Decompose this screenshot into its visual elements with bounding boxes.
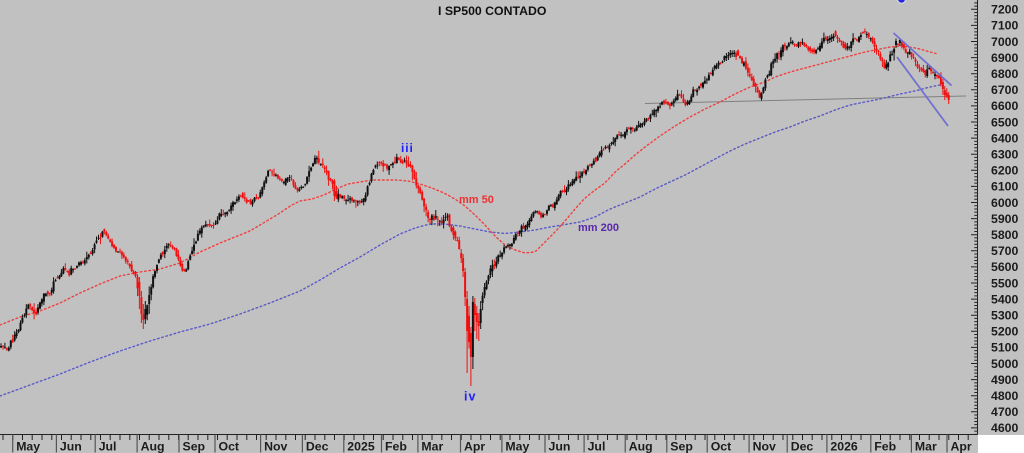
svg-text:5100: 5100 — [991, 341, 1019, 355]
svg-text:5800: 5800 — [991, 228, 1019, 242]
svg-text:5000: 5000 — [991, 357, 1019, 371]
svg-text:2025: 2025 — [347, 440, 375, 453]
svg-text:6100: 6100 — [991, 180, 1019, 194]
svg-text:iv: iv — [464, 390, 476, 404]
svg-text:Sep: Sep — [670, 440, 693, 453]
svg-text:May: May — [505, 440, 529, 453]
svg-text:Sep: Sep — [183, 440, 206, 453]
svg-text:7000: 7000 — [991, 35, 1019, 49]
svg-text:Oct: Oct — [219, 440, 240, 453]
svg-text:Jul: Jul — [99, 440, 117, 453]
svg-text:Jun: Jun — [549, 440, 571, 453]
svg-text:Oct: Oct — [711, 440, 732, 453]
svg-text:iii: iii — [401, 141, 414, 155]
svg-text:5700: 5700 — [991, 244, 1019, 258]
svg-text:mm 200: mm 200 — [578, 222, 619, 234]
svg-text:Apr: Apr — [951, 440, 972, 453]
svg-text:Jul: Jul — [588, 440, 606, 453]
svg-text:4900: 4900 — [991, 373, 1019, 387]
svg-text:7100: 7100 — [991, 19, 1019, 33]
svg-text:6200: 6200 — [991, 164, 1019, 178]
svg-text:May: May — [16, 440, 40, 453]
svg-text:Dec: Dec — [306, 440, 329, 453]
svg-text:4600: 4600 — [991, 421, 1019, 435]
svg-text:2026: 2026 — [830, 440, 858, 453]
svg-text:Dec: Dec — [791, 440, 814, 453]
svg-text:5200: 5200 — [991, 325, 1019, 339]
svg-text:Aug: Aug — [141, 440, 165, 453]
svg-text:mm 50: mm 50 — [459, 194, 494, 206]
svg-text:Aug: Aug — [629, 440, 653, 453]
svg-text:6600: 6600 — [991, 99, 1019, 113]
svg-text:6000: 6000 — [991, 196, 1019, 210]
svg-text:5300: 5300 — [991, 309, 1019, 323]
svg-text:5600: 5600 — [991, 260, 1019, 274]
svg-text:6500: 6500 — [991, 115, 1019, 129]
svg-text:5400: 5400 — [991, 292, 1019, 306]
svg-text:I SP500 CONTADO: I SP500 CONTADO — [438, 4, 547, 18]
svg-text:4800: 4800 — [991, 389, 1019, 403]
svg-text:Mar: Mar — [421, 440, 443, 453]
svg-text:6800: 6800 — [991, 67, 1019, 81]
svg-text:Feb: Feb — [874, 440, 896, 453]
svg-text:Jun: Jun — [60, 440, 82, 453]
svg-text:4700: 4700 — [991, 405, 1019, 419]
svg-text:Apr: Apr — [464, 440, 485, 453]
svg-text:6900: 6900 — [991, 51, 1019, 65]
svg-text:5500: 5500 — [991, 276, 1019, 290]
svg-text:5900: 5900 — [991, 212, 1019, 226]
svg-text:6400: 6400 — [991, 131, 1019, 145]
svg-text:Nov: Nov — [264, 440, 287, 453]
svg-text:Feb: Feb — [385, 440, 407, 453]
svg-text:Mar: Mar — [915, 440, 937, 453]
svg-text:6300: 6300 — [991, 148, 1019, 162]
svg-text:6700: 6700 — [991, 83, 1019, 97]
svg-text:7200: 7200 — [991, 3, 1019, 17]
svg-text:Nov: Nov — [753, 440, 776, 453]
